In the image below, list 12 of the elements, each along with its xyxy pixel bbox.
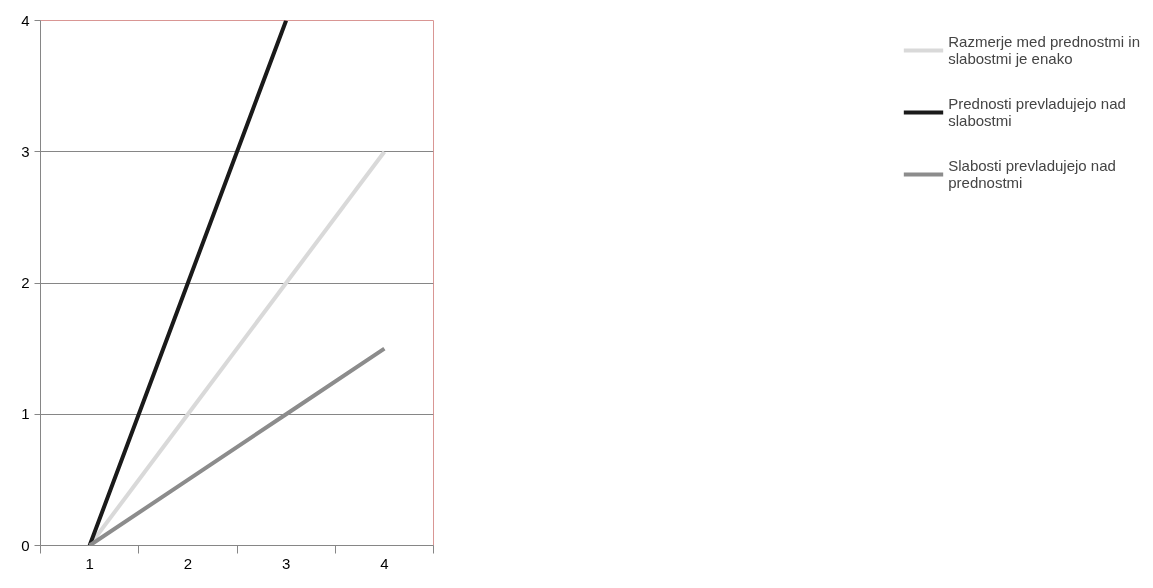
y-tick-label: 1 (21, 405, 30, 423)
x-tick-label: 4 (380, 554, 389, 572)
y-tick-label: 4 (21, 11, 30, 29)
legend-label: Prednosti prevladujejo nad slabostmi (948, 94, 1126, 131)
legend-label: Razmerje med prednostmi in slabostmi je enako (948, 32, 1140, 69)
legend-label: Slabosti prevladujejo nad prednostmi (948, 156, 1116, 193)
x-tick-label: 3 (281, 554, 291, 572)
y-tick-label: 2 (21, 274, 30, 291)
x-tick-label: 1 (85, 554, 94, 572)
y-tick-label: 3 (21, 142, 30, 160)
y-tick-label: 0 (21, 536, 30, 554)
x-tick-label: 2 (183, 554, 193, 572)
